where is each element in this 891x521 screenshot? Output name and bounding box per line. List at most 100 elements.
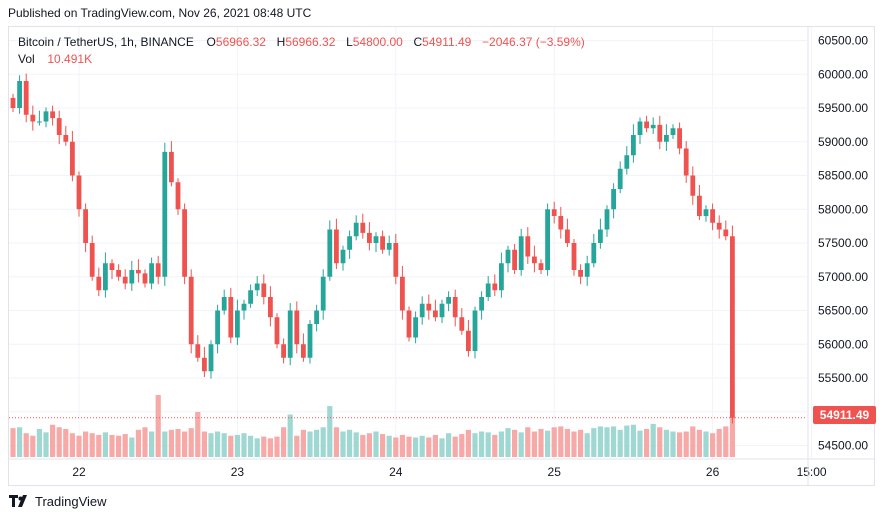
candle-body [591,243,597,264]
candle-body [565,229,570,243]
candle-body [268,297,273,318]
candle-body [136,270,141,274]
candle-body [17,81,22,108]
x-tick-label: 15:00 [797,465,827,479]
y-tick-label: 59500.00 [818,101,868,115]
candle-body [30,114,36,122]
volume-bar [347,429,353,457]
volume-bar [716,428,722,457]
y-tick-label: 60500.00 [818,34,868,48]
candle-body [697,195,702,216]
volume-bar [96,434,102,457]
candle-body [294,310,300,345]
candle-body [208,344,214,372]
candle-body [637,121,643,135]
volume-bar [149,431,155,457]
y-tick-label: 55500.00 [818,371,868,385]
candle-body [578,270,583,277]
volume-bar [584,433,590,457]
candle-body [162,151,168,277]
legend-volume-label: Vol [18,52,35,66]
volume-bar [439,438,445,457]
candle-body [670,128,676,135]
legend-open-label: O [206,35,216,49]
chart-frame [8,26,875,486]
volume-bar [657,427,663,457]
volume-bar [102,432,108,457]
volume-bar [314,429,320,457]
volume-bar [10,428,16,457]
candle-body [109,263,115,270]
candle-body [50,111,55,119]
candle-body [703,209,709,216]
chart-legend: Bitcoin / TetherUS, 1h, BINANCE O56966.3… [18,34,585,68]
candle-body [650,124,656,129]
x-tick-label: 23 [231,465,245,479]
volume-bar [505,428,511,457]
volume-bar [452,436,458,457]
candle-body [690,175,696,196]
volume-bar [320,427,326,457]
candle-body [677,128,682,149]
volume-bar [300,429,306,457]
brand-name: TradingView [35,494,107,509]
candle-body [571,243,577,270]
volume-bar [703,431,709,457]
candle-body [169,151,174,183]
y-tick-label: 60000.00 [818,67,868,81]
volume-bar [386,435,392,457]
candle-body [406,310,412,338]
candle-body [644,121,649,129]
candle-body [433,310,438,318]
candle-body [598,229,603,243]
volume-bar [43,432,49,457]
y-tick-label: 57000.00 [818,270,868,284]
candle-body [472,310,478,351]
candle-body [386,243,392,250]
volume-bar [327,406,333,457]
volume-bar [696,429,702,457]
volume-bar [294,435,300,457]
tradingview-brand[interactable]: TradingView [9,494,107,509]
volume-bar [419,435,425,457]
candle-body [532,256,537,264]
y-tick-label: 57500.00 [818,236,868,250]
candle-body [723,229,729,237]
volume-bar [538,428,544,457]
volume-bar [525,427,531,457]
candle-body [413,317,418,338]
candle-body [307,324,313,358]
candle-body [499,263,504,291]
candle-body [446,297,451,304]
candle-body [314,310,319,324]
volume-bar [83,431,89,457]
candle-body [70,141,75,176]
candle-body [340,249,346,264]
volume-bar [571,431,577,457]
candlestick-chart[interactable]: 54500.0055000.0055500.0056000.0056500.00… [9,27,875,485]
volume-bar [459,434,465,457]
legend-open-value: 56966.32 [215,35,266,49]
candle-body [37,121,42,123]
legend-symbol: Bitcoin / TetherUS, 1h, BINANCE [18,35,194,49]
volume-bar [201,431,207,457]
candle-body [281,344,286,358]
volume-bar [637,430,643,457]
x-tick-label: 22 [72,465,86,479]
candle-body [452,297,458,318]
volume-bar [162,431,168,457]
candle-body [631,135,636,156]
candle-body [221,297,227,311]
volume-bar [624,425,630,457]
candle-body [23,81,29,115]
volume-bar [650,423,656,457]
volume-bar [558,426,564,457]
candle-body [373,236,379,243]
candle-body [116,270,121,277]
candle-body [76,175,82,210]
volume-bar [340,431,346,457]
y-tick-label: 59000.00 [818,135,868,149]
candle-body [261,283,267,297]
volume-bar [413,437,419,457]
candle-body [485,283,491,297]
